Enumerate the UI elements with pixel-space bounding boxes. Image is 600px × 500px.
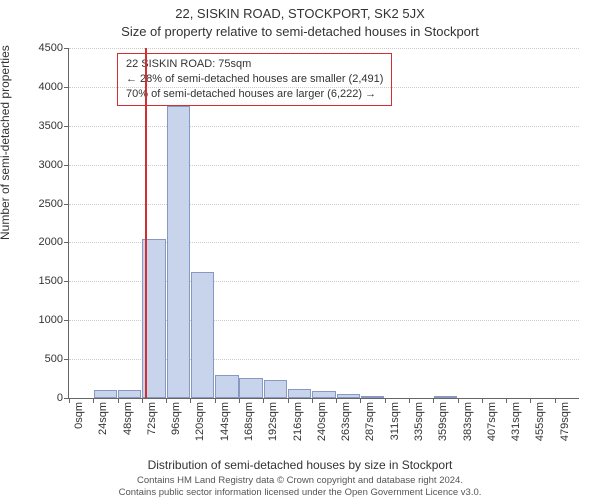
ytick-mark [64,242,69,243]
xtick-label: 407sqm [486,402,498,442]
ytick-label: 0 [23,392,63,404]
footer-attribution: Contains HM Land Registry data © Crown c… [0,475,600,498]
xtick-label: 192sqm [267,402,279,442]
histogram-bar [239,378,262,398]
ytick-label: 2500 [23,198,63,210]
xtick-mark [336,398,337,403]
annotation-line-3: 70% of semi-detached houses are larger (… [126,87,383,102]
xtick-mark [215,398,216,403]
histogram-bar [361,396,384,398]
ytick-label: 500 [23,353,63,365]
xtick-label: 72sqm [146,402,158,442]
ytick-mark [64,204,69,205]
annotation-line-2: ← 28% of semi-detached houses are smalle… [126,72,383,87]
ytick-label: 3000 [23,159,63,171]
xtick-label: 216sqm [292,402,304,442]
xtick-mark [433,398,434,403]
histogram-bar [312,391,335,398]
ytick-label: 1000 [23,314,63,326]
histogram-bar [215,375,238,398]
xtick-mark [360,398,361,403]
ytick-mark [64,48,69,49]
xtick-label: 431sqm [510,402,522,442]
ytick-label: 2000 [23,236,63,248]
ytick-mark [64,87,69,88]
footer-line-1: Contains HM Land Registry data © Crown c… [0,475,600,486]
xtick-mark [506,398,507,403]
annotation-line-1: 22 SISKIN ROAD: 75sqm [126,57,383,72]
ytick-mark [64,281,69,282]
x-axis-label: Distribution of semi-detached houses by … [0,458,600,472]
xtick-label: 263sqm [340,402,352,442]
chart-title-description: Size of property relative to semi-detach… [0,24,600,39]
xtick-label: 120sqm [194,402,206,442]
ytick-mark [64,165,69,166]
xtick-label: 0sqm [73,402,85,442]
ytick-label: 3500 [23,120,63,132]
histogram-bar [337,394,360,398]
xtick-mark [142,398,143,403]
xtick-label: 96sqm [170,402,182,442]
footer-line-2: Contains public sector information licen… [0,487,600,498]
xtick-label: 24sqm [97,402,109,442]
histogram-bar [434,396,457,398]
xtick-label: 455sqm [534,402,546,442]
histogram-bar [288,389,311,398]
xtick-label: 359sqm [437,402,449,442]
xtick-label: 311sqm [389,402,401,442]
ytick-label: 1500 [23,275,63,287]
xtick-mark [190,398,191,403]
ytick-mark [64,359,69,360]
histogram-bar [264,380,287,398]
chart-title-address: 22, SISKIN ROAD, STOCKPORT, SK2 5JX [0,6,600,21]
xtick-mark [385,398,386,403]
xtick-mark [409,398,410,403]
xtick-label: 240sqm [316,402,328,442]
histogram-bar [94,390,117,398]
xtick-mark [166,398,167,403]
xtick-mark [118,398,119,403]
histogram-bar [191,272,214,398]
ytick-mark [64,126,69,127]
histogram-plot: 22 SISKIN ROAD: 75sqm ← 28% of semi-deta… [68,48,578,398]
xtick-label: 335sqm [413,402,425,442]
y-axis-label: Number of semi-detached properties [0,45,12,240]
xtick-mark [312,398,313,403]
xtick-label: 479sqm [559,402,571,442]
xtick-mark [263,398,264,403]
xtick-mark [239,398,240,403]
xtick-mark [482,398,483,403]
histogram-bar [118,390,141,398]
xtick-mark [555,398,556,403]
xtick-mark [288,398,289,403]
xtick-mark [530,398,531,403]
xtick-label: 168sqm [243,402,255,442]
xtick-label: 383sqm [462,402,474,442]
xtick-mark [458,398,459,403]
annotation-box: 22 SISKIN ROAD: 75sqm ← 28% of semi-deta… [117,53,392,106]
xtick-mark [69,398,70,403]
ytick-mark [64,320,69,321]
xtick-mark [93,398,94,403]
property-marker-line [145,48,147,398]
xtick-label: 48sqm [122,402,134,442]
xtick-label: 144sqm [219,402,231,442]
ytick-label: 4500 [23,42,63,54]
xtick-label: 287sqm [364,402,376,442]
ytick-label: 4000 [23,81,63,93]
plot-area: 22 SISKIN ROAD: 75sqm ← 28% of semi-deta… [68,48,579,399]
histogram-bar [167,106,190,398]
